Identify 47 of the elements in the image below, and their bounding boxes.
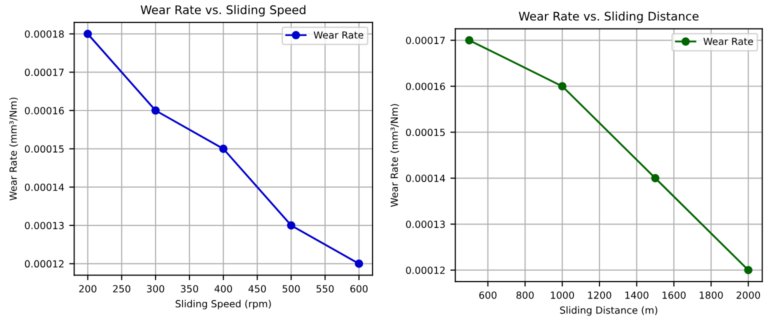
point xyxy=(744,266,752,274)
x-tick-label: 600 xyxy=(479,291,497,299)
legend-label: Wear Rate xyxy=(314,31,364,39)
x-tick-label: 500 xyxy=(282,285,300,292)
point xyxy=(151,106,160,115)
legend-label: Wear Rate xyxy=(703,38,753,46)
y-tick-label: 0.00018 xyxy=(24,30,64,38)
y-tick-label: 0.00016 xyxy=(406,82,445,90)
y-tick-label: 0.00013 xyxy=(406,220,445,228)
x-tick-label: 450 xyxy=(248,285,266,292)
y-tick-label: 0.00012 xyxy=(406,266,445,274)
x-axis-title: Sliding Distance (m) xyxy=(560,306,658,316)
x-tick-label: 1400 xyxy=(625,291,648,299)
x-tick-label: 300 xyxy=(147,285,164,292)
chart-title: Wear Rate vs. Sliding Distance xyxy=(518,11,699,23)
x-tick-label: 2000 xyxy=(736,291,760,299)
y-tick-label: 0.00015 xyxy=(406,128,445,136)
point xyxy=(84,30,92,38)
chart-title: Wear Rate vs. Sliding Speed xyxy=(140,5,306,17)
x-tick-label: 550 xyxy=(316,285,334,292)
x-tick-label: 1600 xyxy=(662,291,686,299)
y-tick-label: 0.00017 xyxy=(24,68,64,76)
x-tick-label: 1800 xyxy=(700,291,723,299)
x-tick-label: 600 xyxy=(350,285,368,292)
x-tick-label: 1200 xyxy=(588,291,612,299)
y-tick-label: 0.00014 xyxy=(406,174,446,182)
x-tick-label: 1000 xyxy=(550,291,574,299)
x-tick-label: 350 xyxy=(180,285,198,292)
x-tick-label: 250 xyxy=(113,285,130,292)
point xyxy=(465,36,474,44)
point xyxy=(651,174,660,182)
y-axis-title: Wear Rate (mm³/Nm) xyxy=(390,104,400,207)
x-tick-label: 800 xyxy=(516,291,534,299)
y-tick-label: 0.00016 xyxy=(24,106,64,114)
point xyxy=(287,221,296,230)
point xyxy=(354,260,364,268)
y-tick-label: 0.00015 xyxy=(24,145,64,153)
y-tick-label: 0.00017 xyxy=(406,36,445,44)
point xyxy=(219,144,228,153)
y-tick-label: 0.00013 xyxy=(24,222,64,230)
y-tick-label: 0.00012 xyxy=(24,260,64,268)
x-tick-label: 200 xyxy=(79,285,96,292)
y-tick-label: 0.00014 xyxy=(24,184,64,191)
point xyxy=(558,82,566,90)
y-axis-title: Wear Rate (mm³/Nm) xyxy=(9,98,18,200)
x-tick-label: 400 xyxy=(214,285,232,292)
x-axis-title: Sliding Speed (rpm) xyxy=(176,300,271,310)
